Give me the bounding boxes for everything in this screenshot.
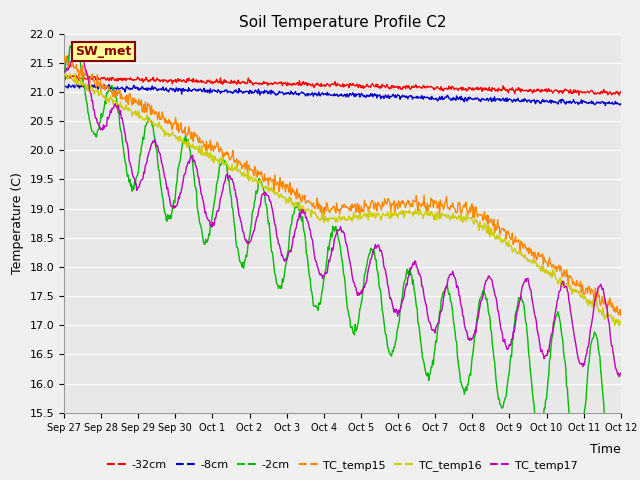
Y-axis label: Temperature (C): Temperature (C) xyxy=(11,172,24,274)
Text: Time: Time xyxy=(590,443,621,456)
Title: Soil Temperature Profile C2: Soil Temperature Profile C2 xyxy=(239,15,446,30)
Legend: -32cm, -8cm, -2cm, TC_temp15, TC_temp16, TC_temp17: -32cm, -8cm, -2cm, TC_temp15, TC_temp16,… xyxy=(102,456,582,476)
Text: SW_met: SW_met xyxy=(75,45,131,58)
